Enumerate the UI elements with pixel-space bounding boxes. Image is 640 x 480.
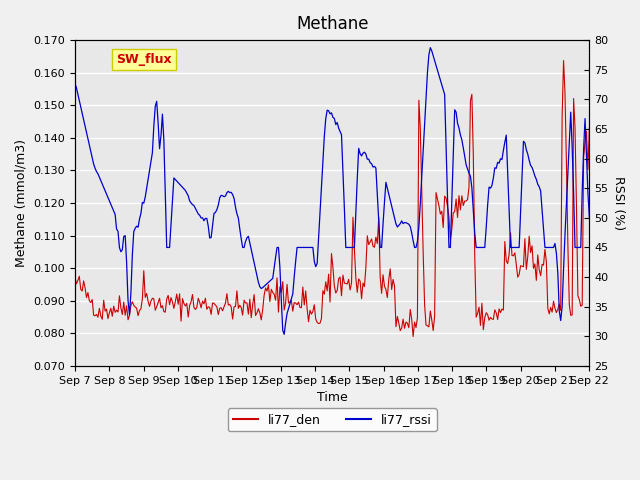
Text: SW_flux: SW_flux bbox=[116, 53, 172, 66]
Legend: li77_den, li77_rssi: li77_den, li77_rssi bbox=[228, 408, 436, 432]
X-axis label: Time: Time bbox=[317, 391, 348, 404]
Y-axis label: RSSI (%): RSSI (%) bbox=[612, 176, 625, 230]
Y-axis label: Methane (mmol/m3): Methane (mmol/m3) bbox=[15, 139, 28, 267]
Title: Methane: Methane bbox=[296, 15, 369, 33]
